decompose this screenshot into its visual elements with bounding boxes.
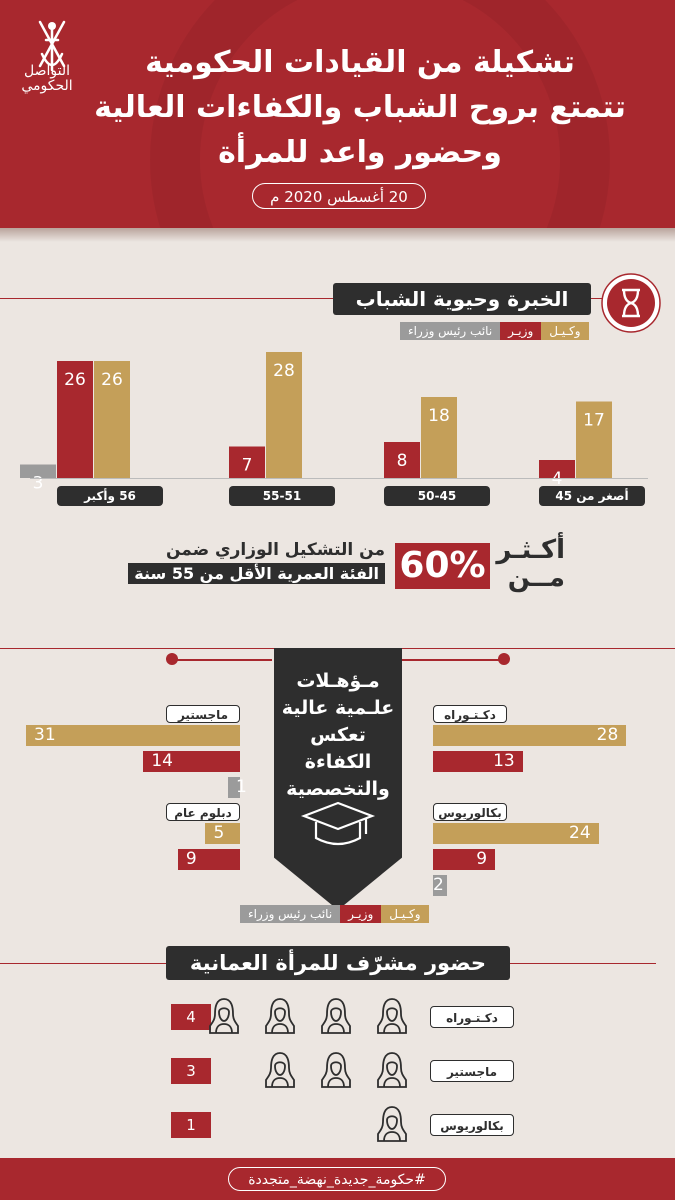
women-row-count: 4 bbox=[171, 1004, 211, 1030]
hbar-gray: 2 bbox=[433, 875, 447, 896]
legend-deputy-pm: نائب رئيس وزراء bbox=[240, 905, 341, 923]
stat-description: من التشكيل الوزاري ضمن الفئة العمرية الأ… bbox=[120, 540, 385, 584]
category-label: 50-45 bbox=[384, 486, 490, 506]
women-row-count: 1 bbox=[171, 1112, 211, 1138]
hbar-red: 9 bbox=[177, 849, 240, 870]
bar-gray-3 bbox=[20, 464, 56, 478]
hbar-gold: 24 bbox=[433, 823, 599, 844]
woman-icon bbox=[377, 998, 407, 1034]
legend-top: وكـيـل وزيـر نائب رئيس وزراء bbox=[400, 322, 589, 340]
stat-percent: 60% bbox=[395, 543, 490, 589]
hourglass-icon bbox=[601, 273, 661, 333]
woman-icon bbox=[265, 1052, 295, 1088]
bar-value-label: 4 bbox=[552, 469, 563, 489]
date-label: 20 أغسطس 2020 م bbox=[252, 183, 426, 209]
women-row-label: بكالوريوس bbox=[430, 1114, 514, 1136]
bar-value-label: 26 bbox=[64, 370, 86, 390]
legend-minister: وزيـر bbox=[500, 322, 542, 340]
category-label: 55-51 bbox=[229, 486, 335, 506]
qualification-label: دبلوم عام bbox=[166, 803, 240, 821]
header-banner: التواصل الحكومي تشكيلة من القيادات الحكو… bbox=[0, 0, 675, 228]
hbar-red: 14 bbox=[143, 751, 240, 772]
legend-minister: وزيـر bbox=[340, 905, 382, 923]
qualification-label: بكالوريوس bbox=[433, 803, 507, 821]
bar-value-label: 7 bbox=[242, 456, 253, 476]
qualification-label: دكـتـوراه bbox=[433, 705, 507, 723]
woman-icon bbox=[265, 998, 295, 1034]
page-title: تشكيلة من القيادات الحكومية تتمتع بروح ا… bbox=[94, 45, 626, 170]
women-row-label: دكـتـوراه bbox=[430, 1006, 514, 1028]
legend-undersecretary: وكـيـل bbox=[541, 322, 589, 340]
hbar-gold: 31 bbox=[26, 725, 240, 746]
woman-icon bbox=[377, 1106, 407, 1142]
woman-icon bbox=[321, 1052, 351, 1088]
women-row-count: 3 bbox=[171, 1058, 211, 1084]
hbar-gray: 1 bbox=[228, 777, 247, 798]
bar-gold-0 bbox=[576, 401, 612, 478]
bar-red-3 bbox=[57, 361, 93, 478]
bar-value-label: 18 bbox=[428, 406, 450, 426]
bar-gold-2 bbox=[266, 352, 302, 478]
logo-text: التواصل الحكومي bbox=[21, 63, 73, 94]
legend-deputy-pm: نائب رئيس وزراء bbox=[400, 322, 501, 340]
hbar-red: 13 bbox=[433, 751, 523, 772]
bar-red-0 bbox=[539, 460, 575, 478]
section-divider bbox=[0, 298, 620, 299]
section-title-experience: الخبرة وحيوية الشباب bbox=[333, 283, 591, 315]
category-label: أصغر من 45 bbox=[539, 486, 645, 506]
legend-bottom: وكـيـل وزيـر نائب رئيس وزراء bbox=[240, 905, 429, 923]
qualifications-pennant bbox=[274, 648, 402, 910]
section-title-qualifications: مـؤهـلات علـمية عالية تعكس الكفاءة والتخ… bbox=[281, 670, 395, 800]
oman-emblem-icon bbox=[38, 20, 66, 72]
qualification-label: ماجستير bbox=[166, 705, 240, 723]
bar-red-1 bbox=[384, 442, 420, 478]
footer-hashtag: #حكومة_جديدة_نهضة_متجددة bbox=[228, 1167, 446, 1191]
bar-value-label: 26 bbox=[101, 370, 123, 390]
woman-icon bbox=[209, 998, 239, 1034]
woman-icon bbox=[377, 1052, 407, 1088]
bar-value-label: 8 bbox=[397, 451, 408, 471]
bar-value-label: 17 bbox=[583, 411, 605, 431]
section-title-women: حضور مشرّف للمرأة العمانية bbox=[166, 946, 510, 980]
woman-icon bbox=[321, 998, 351, 1034]
hbar-red: 9 bbox=[433, 849, 496, 870]
bar-gold-3 bbox=[94, 361, 130, 478]
hbar-gold: 28 bbox=[433, 725, 627, 746]
bar-value-label: 28 bbox=[273, 361, 295, 381]
category-label: 56 وأكبر bbox=[57, 486, 163, 506]
stat-more-than: أكـثـر مــن bbox=[496, 535, 565, 593]
graduation-cap-icon bbox=[300, 801, 376, 846]
legend-undersecretary: وكـيـل bbox=[381, 905, 429, 923]
bar-value-label: 3 bbox=[33, 474, 44, 494]
bar-red-2 bbox=[229, 446, 265, 478]
women-row-label: ماجستير bbox=[430, 1060, 514, 1082]
footer-bar bbox=[0, 1158, 675, 1200]
bar-gold-1 bbox=[421, 397, 457, 478]
age-bar-chart: 17 4 18 8 28 7 26 26 3 bbox=[20, 352, 612, 494]
hbar-gold: 5 bbox=[205, 823, 240, 844]
